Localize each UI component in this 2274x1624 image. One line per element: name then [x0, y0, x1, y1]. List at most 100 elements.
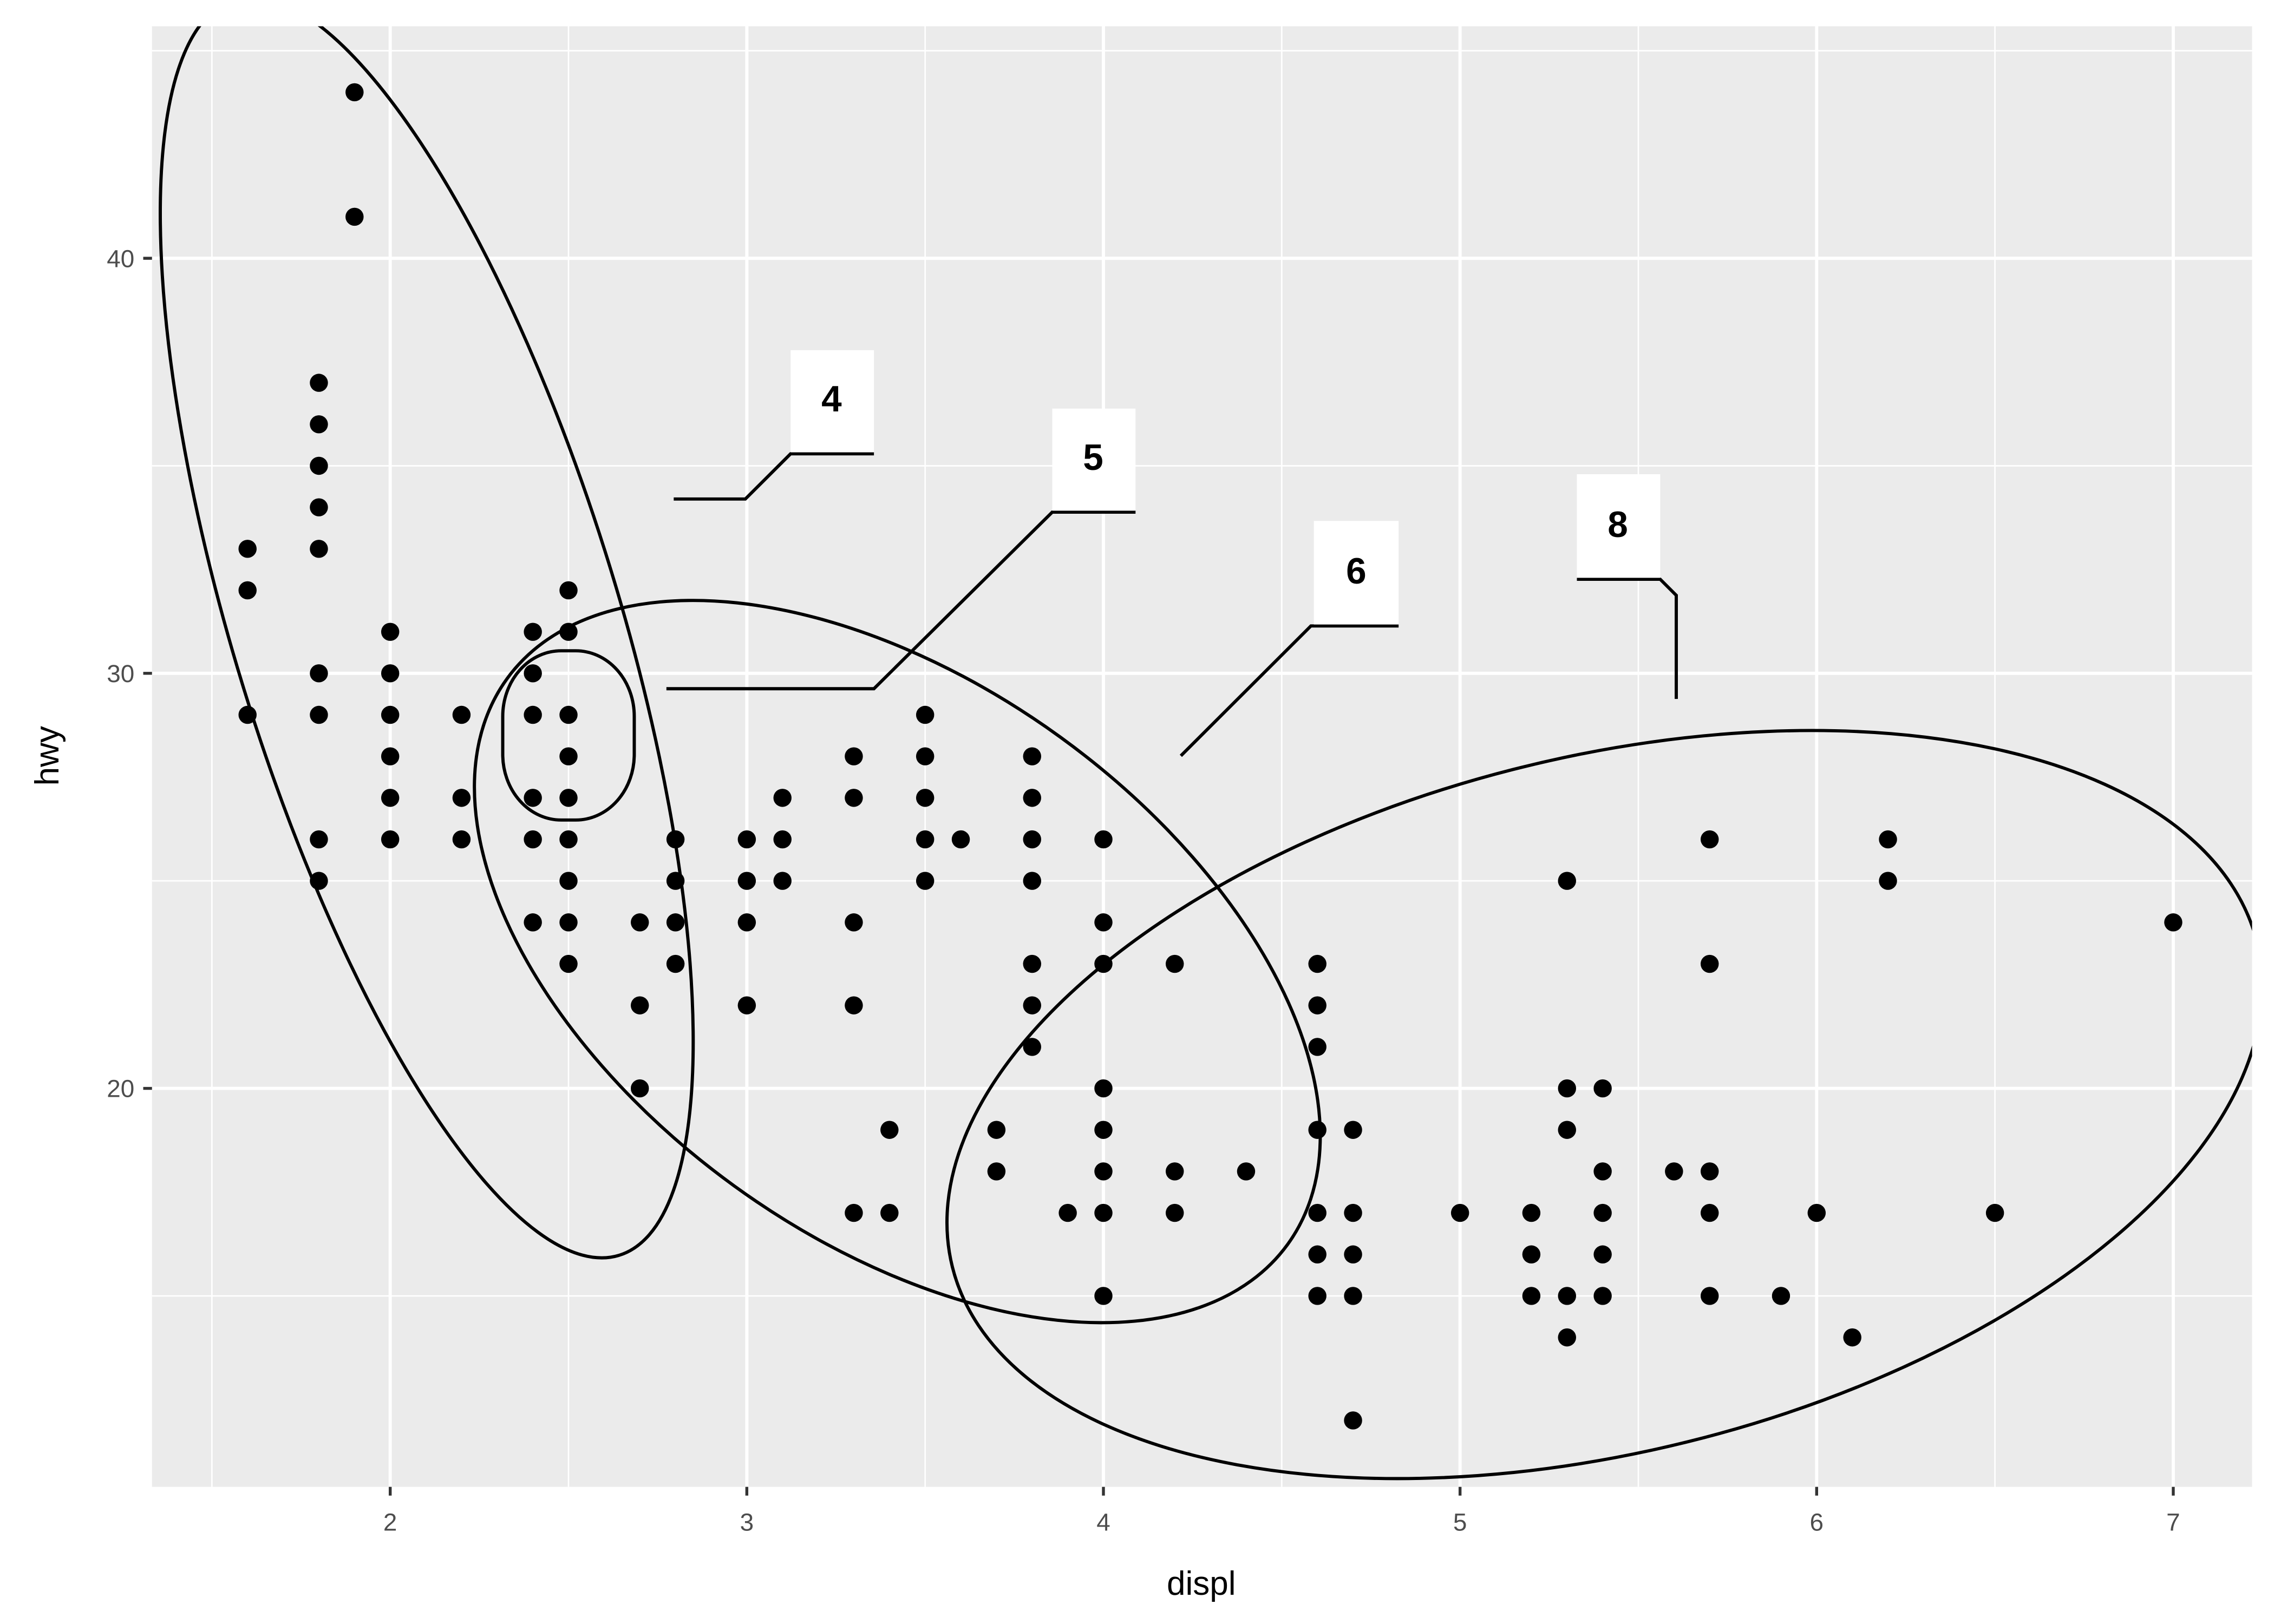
- point: [631, 1079, 649, 1098]
- point: [310, 498, 328, 516]
- x-axis-title: displ: [1167, 1565, 1236, 1602]
- point: [524, 830, 542, 849]
- x-tick-label: 4: [1096, 1508, 1110, 1536]
- point: [238, 581, 257, 600]
- annotation-label: 6: [1346, 551, 1367, 592]
- point: [524, 664, 542, 683]
- point: [559, 954, 578, 973]
- point: [1772, 1287, 1791, 1305]
- point: [1522, 1245, 1541, 1263]
- point: [310, 705, 328, 724]
- plot-panel: [152, 26, 2252, 1487]
- point: [1094, 1287, 1113, 1305]
- point: [381, 830, 400, 849]
- point: [845, 747, 863, 765]
- point: [1522, 1203, 1541, 1222]
- point: [1879, 872, 1897, 890]
- point: [916, 872, 935, 890]
- point: [1665, 1162, 1683, 1181]
- point: [1344, 1203, 1362, 1222]
- point: [1558, 1079, 1576, 1098]
- point: [1522, 1287, 1541, 1305]
- point: [345, 207, 364, 226]
- leader-line: [1179, 624, 1399, 757]
- point: [1308, 996, 1327, 1014]
- point: [1344, 1245, 1362, 1263]
- point: [381, 747, 400, 765]
- point: [1700, 830, 1719, 849]
- point: [1094, 1203, 1113, 1222]
- axes: 2 3 4 5 6 7 20 30 40: [107, 244, 2180, 1536]
- point: [381, 664, 400, 683]
- point: [666, 954, 685, 973]
- point: [916, 705, 935, 724]
- point: [1344, 1121, 1362, 1139]
- point: [310, 540, 328, 558]
- point: [1023, 747, 1042, 765]
- point: [345, 83, 364, 102]
- point: [737, 996, 756, 1014]
- point: [1308, 1287, 1327, 1305]
- point: [381, 705, 400, 724]
- point: [916, 747, 935, 765]
- point: [1593, 1245, 1612, 1263]
- point: [524, 913, 542, 932]
- point: [1985, 1203, 2004, 1222]
- point: [880, 1121, 899, 1139]
- point: [381, 623, 400, 641]
- point: [737, 913, 756, 932]
- point: [1058, 1203, 1077, 1222]
- point: [1023, 872, 1042, 890]
- label-box: [1577, 474, 1661, 578]
- annotation-label: 4: [821, 379, 842, 420]
- point: [951, 830, 970, 849]
- point: [845, 1203, 863, 1222]
- point: [1879, 830, 1897, 849]
- point: [1023, 954, 1042, 973]
- point: [1558, 1121, 1576, 1139]
- point: [1094, 1079, 1113, 1098]
- x-tick-label: 2: [383, 1508, 397, 1536]
- y-axis-title: hwy: [29, 726, 66, 785]
- point: [559, 830, 578, 849]
- point: [559, 581, 578, 600]
- point: [737, 872, 756, 890]
- point: [1344, 1287, 1362, 1305]
- point: [1700, 954, 1719, 973]
- y-tick-label: 30: [107, 659, 134, 687]
- point: [559, 789, 578, 807]
- point: [1593, 1287, 1612, 1305]
- point: [631, 996, 649, 1014]
- leader-line: [666, 510, 1136, 691]
- point: [1450, 1203, 1469, 1222]
- point: [452, 830, 471, 849]
- point: [1700, 1162, 1719, 1181]
- point: [238, 540, 257, 558]
- point: [916, 830, 935, 849]
- point: [1023, 830, 1042, 849]
- point: [1700, 1203, 1719, 1222]
- point: [1558, 1328, 1576, 1347]
- point: [559, 705, 578, 724]
- point: [1558, 1287, 1576, 1305]
- point: [1593, 1203, 1612, 1222]
- point: [1094, 1162, 1113, 1181]
- point: [1700, 1287, 1719, 1305]
- point: [1308, 1203, 1327, 1222]
- point: [381, 789, 400, 807]
- point: [310, 415, 328, 434]
- point: [1094, 1121, 1113, 1139]
- label-box: [790, 350, 874, 453]
- point: [310, 456, 328, 475]
- point: [524, 789, 542, 807]
- point: [631, 913, 649, 932]
- point: [1308, 1038, 1327, 1056]
- point: [880, 1203, 899, 1222]
- point: [1094, 830, 1113, 849]
- point: [1558, 872, 1576, 890]
- point: [1807, 1203, 1826, 1222]
- leader-lines: [666, 452, 1678, 757]
- point: [845, 996, 863, 1014]
